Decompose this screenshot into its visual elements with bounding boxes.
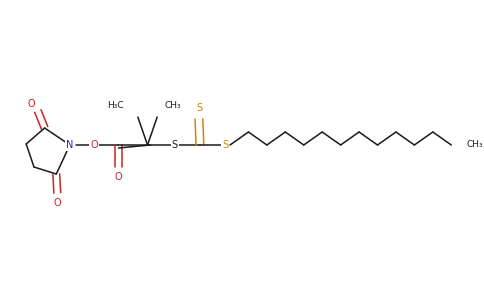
Text: O: O [115, 172, 122, 182]
Text: O: O [91, 140, 98, 150]
Text: CH₃: CH₃ [164, 101, 181, 110]
Text: N: N [66, 140, 74, 150]
Text: S: S [172, 140, 178, 150]
Text: S: S [196, 103, 202, 113]
Text: O: O [53, 198, 61, 208]
Text: S: S [222, 140, 228, 150]
Text: O: O [27, 99, 35, 109]
Text: H₃C: H₃C [107, 101, 124, 110]
Text: CH₃: CH₃ [467, 140, 484, 149]
